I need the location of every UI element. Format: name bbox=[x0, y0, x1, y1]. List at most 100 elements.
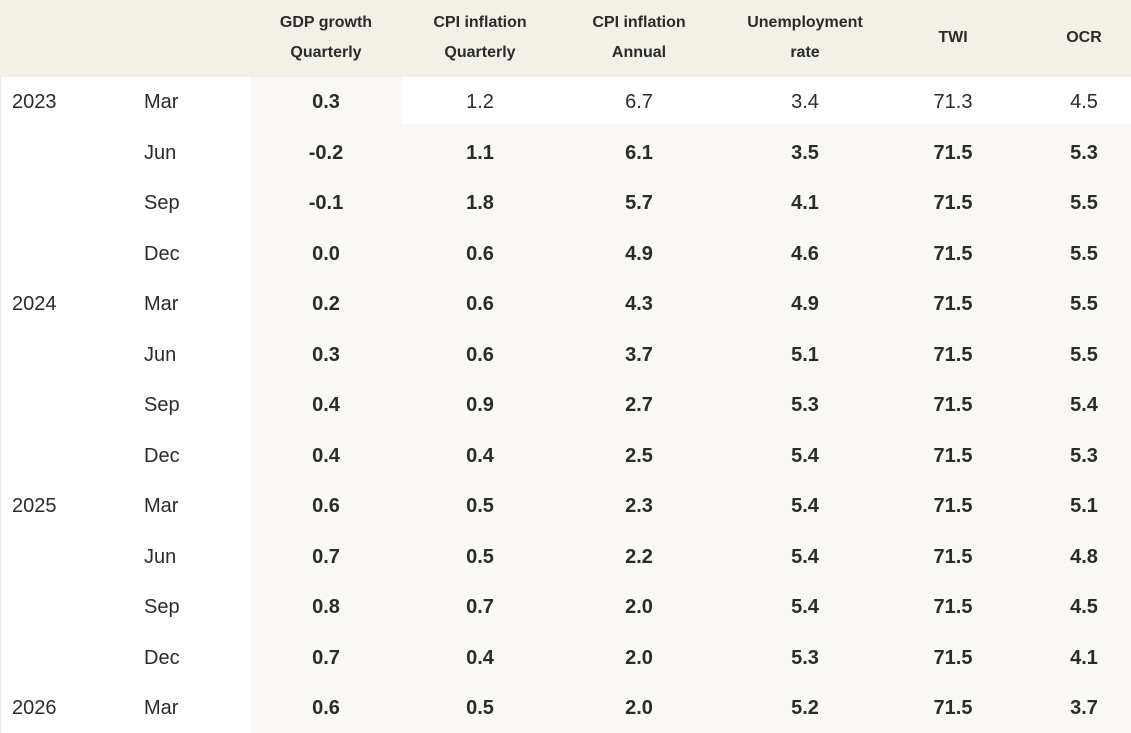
value-cell: 2.0 bbox=[625, 697, 653, 720]
value-cell: 2.7 bbox=[625, 394, 653, 417]
value-cell: 4.6 bbox=[791, 242, 819, 265]
value-cell: 0.8 bbox=[312, 596, 340, 619]
value-cell: 71.3 bbox=[933, 91, 973, 114]
quarter-label: Mar bbox=[144, 697, 179, 720]
value-cell: 5.5 bbox=[1070, 242, 1098, 265]
value-cell: 3.5 bbox=[791, 141, 819, 164]
value-cell: 2.2 bbox=[625, 545, 653, 568]
header-line: TWI bbox=[938, 29, 968, 46]
header-line: Quarterly bbox=[290, 44, 362, 61]
column-header: GDP growth Quarterly bbox=[280, 8, 372, 68]
value-cell: 0.4 bbox=[312, 444, 340, 467]
year-label: 2026 bbox=[12, 697, 57, 720]
value-cell: -0.1 bbox=[308, 192, 344, 215]
header-background bbox=[0, 0, 1131, 77]
value-cell: 4.9 bbox=[791, 293, 819, 316]
year-label: 2024 bbox=[12, 293, 57, 316]
value-cell: 4.1 bbox=[791, 192, 819, 215]
value-cell: 1.8 bbox=[466, 192, 494, 215]
column-header: Unemployment rate bbox=[747, 8, 863, 68]
header-line: GDP growth bbox=[279, 14, 373, 31]
value-cell: 0.6 bbox=[466, 242, 494, 265]
value-cell: 0.6 bbox=[312, 697, 340, 720]
header-line: Annual bbox=[611, 44, 667, 61]
value-cell: 71.5 bbox=[933, 444, 973, 467]
value-cell: 71.5 bbox=[933, 343, 973, 366]
value-cell: 5.4 bbox=[791, 596, 819, 619]
value-cell: 5.3 bbox=[1070, 444, 1098, 467]
value-cell: 5.5 bbox=[1070, 192, 1098, 215]
value-cell: 5.5 bbox=[1070, 343, 1098, 366]
body-background bbox=[250, 77, 1131, 733]
header-line: Unemployment bbox=[747, 14, 863, 31]
value-cell: 5.3 bbox=[791, 646, 819, 669]
value-cell: 1.1 bbox=[466, 141, 494, 164]
value-cell: 0.6 bbox=[466, 293, 494, 316]
year-label: 2025 bbox=[12, 495, 57, 518]
header-line: rate bbox=[790, 44, 820, 61]
value-cell: 0.3 bbox=[312, 91, 340, 114]
value-cell: 3.4 bbox=[791, 91, 819, 114]
value-cell: 71.5 bbox=[933, 192, 973, 215]
value-cell: 2.3 bbox=[625, 495, 653, 518]
value-cell: 5.1 bbox=[791, 343, 819, 366]
header-line: Quarterly bbox=[444, 44, 516, 61]
quarter-label: Dec bbox=[144, 646, 180, 669]
value-cell: 0.5 bbox=[466, 495, 494, 518]
value-cell: 0.6 bbox=[466, 343, 494, 366]
value-cell: 3.7 bbox=[625, 343, 653, 366]
value-cell: 3.7 bbox=[1070, 697, 1098, 720]
value-cell: 4.5 bbox=[1070, 91, 1098, 114]
value-cell: 6.7 bbox=[625, 91, 653, 114]
value-cell: 4.8 bbox=[1070, 545, 1098, 568]
value-cell: 0.7 bbox=[466, 596, 494, 619]
value-cell: 4.3 bbox=[625, 293, 653, 316]
value-cell: 6.1 bbox=[625, 141, 653, 164]
border bbox=[0, 77, 1, 733]
value-cell: 5.4 bbox=[1070, 394, 1098, 417]
value-cell: 71.5 bbox=[933, 293, 973, 316]
quarter-label: Mar bbox=[144, 293, 179, 316]
value-cell: 2.0 bbox=[625, 646, 653, 669]
quarter-label: Jun bbox=[144, 545, 177, 568]
year-label: 2023 bbox=[12, 91, 57, 114]
value-cell: 1.2 bbox=[466, 91, 494, 114]
value-cell: 5.7 bbox=[625, 192, 653, 215]
column-header: OCR bbox=[1066, 23, 1102, 53]
quarter-label: Sep bbox=[144, 394, 180, 417]
header-line: CPI inflation bbox=[433, 14, 527, 31]
value-cell: 5.4 bbox=[791, 444, 819, 467]
header-line: CPI inflation bbox=[592, 14, 686, 31]
quarter-label: Dec bbox=[144, 242, 180, 265]
value-cell: 71.5 bbox=[933, 697, 973, 720]
value-cell: 5.5 bbox=[1070, 293, 1098, 316]
value-cell: 71.5 bbox=[933, 141, 973, 164]
value-cell: 71.5 bbox=[933, 646, 973, 669]
value-cell: 0.3 bbox=[312, 343, 340, 366]
value-cell: 0.0 bbox=[312, 242, 340, 265]
value-cell: 0.2 bbox=[312, 293, 340, 316]
value-cell: 71.5 bbox=[933, 545, 973, 568]
column-header: CPI inflation Annual bbox=[592, 8, 685, 68]
quarter-label: Sep bbox=[144, 596, 180, 619]
value-cell: 0.4 bbox=[312, 394, 340, 417]
value-cell: 0.9 bbox=[466, 394, 494, 417]
quarter-label: Mar bbox=[144, 495, 179, 518]
quarter-label: Dec bbox=[144, 444, 180, 467]
value-cell: 0.5 bbox=[466, 545, 494, 568]
value-cell: -0.2 bbox=[308, 141, 344, 164]
value-cell: 5.4 bbox=[791, 545, 819, 568]
column-header: TWI bbox=[938, 23, 967, 53]
value-cell: 0.6 bbox=[312, 495, 340, 518]
quarter-label: Jun bbox=[144, 343, 177, 366]
value-cell: 71.5 bbox=[933, 495, 973, 518]
value-cell: 71.5 bbox=[933, 242, 973, 265]
value-cell: 5.2 bbox=[791, 697, 819, 720]
quarter-label: Jun bbox=[144, 141, 177, 164]
value-cell: 4.5 bbox=[1070, 596, 1098, 619]
value-cell: 5.3 bbox=[791, 394, 819, 417]
value-cell: 71.5 bbox=[933, 596, 973, 619]
row-highlight bbox=[402, 77, 1131, 124]
value-cell: 0.4 bbox=[466, 444, 494, 467]
